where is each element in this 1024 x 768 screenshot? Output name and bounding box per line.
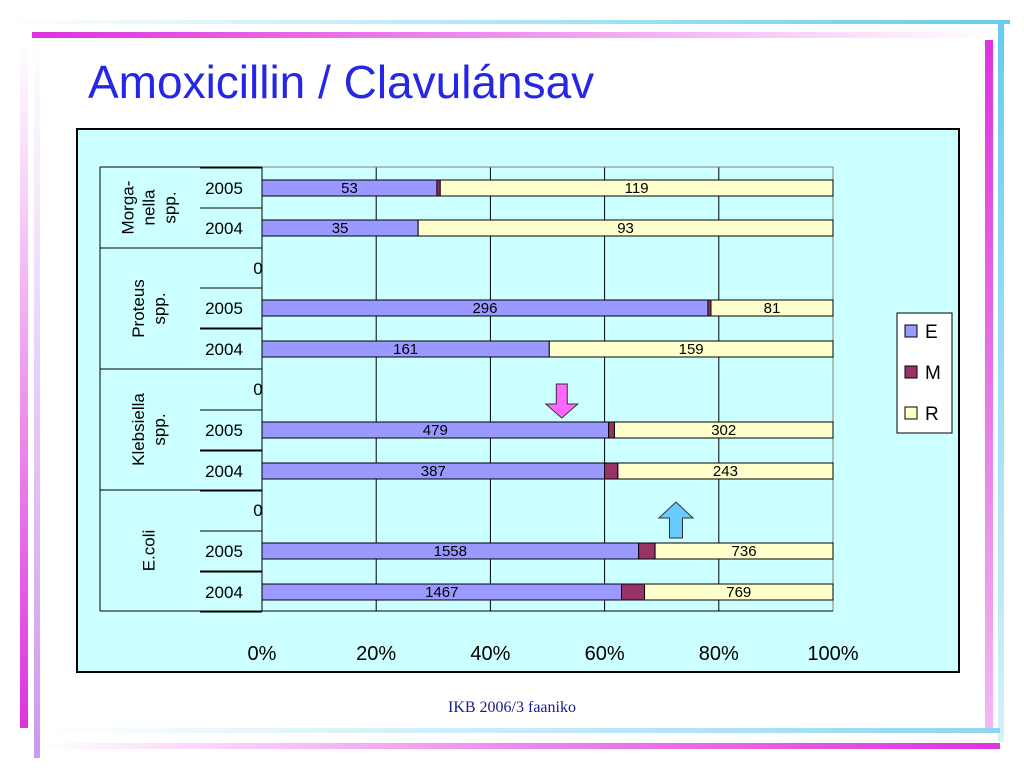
year-label: 2005 (205, 179, 243, 198)
year-label: 2004 (205, 583, 243, 602)
group-label: spp. (150, 413, 169, 445)
deco-bottom-line-magenta (40, 743, 1000, 749)
legend: EMR (896, 312, 953, 434)
x-tick-label: 40% (470, 643, 510, 665)
zero-label: 0 (253, 380, 262, 399)
bars (261, 179, 834, 601)
bar-segment-M (604, 462, 619, 480)
legend-label: R (925, 404, 939, 425)
x-tick-label: 0% (248, 643, 277, 665)
data-label-E: 53 (341, 180, 358, 197)
deco-left-bar (20, 40, 28, 728)
data-label-E: 296 (472, 300, 497, 317)
data-label-R: 119 (625, 180, 649, 197)
data-label-E: 387 (421, 463, 446, 480)
deco-right-bar (985, 40, 993, 730)
bar-segment-M (638, 542, 656, 560)
bar-segment-R (417, 219, 834, 237)
group-label: Proteus (129, 279, 148, 338)
group-label: Klebsiella (129, 393, 148, 466)
zero-label: 0 (253, 259, 262, 278)
bar-segment-R (654, 542, 834, 560)
arrow-down-icon (544, 383, 580, 419)
deco-left-bar-light (34, 40, 40, 758)
group-label: spp. (160, 191, 179, 223)
bar-segment-R (613, 421, 834, 439)
axes (99, 166, 833, 613)
labels: 0% 20% 40% 60% 80% 100%Morga-nella spp.2005 53 1… (118, 179, 858, 665)
legend-swatch-E (904, 324, 918, 338)
legend-label: M (925, 363, 941, 384)
zero-label: 0 (253, 501, 262, 520)
data-label-R: 93 (617, 220, 634, 237)
x-tick-label: 100% (807, 643, 858, 665)
data-label-E: 161 (393, 341, 418, 358)
data-label-R: 302 (711, 422, 736, 439)
data-label-R: 769 (726, 584, 751, 601)
arrow-up-icon (657, 501, 695, 539)
data-label-E: 1558 (434, 543, 467, 560)
year-label: 2005 (205, 542, 243, 561)
deco-right-bar-cyan (998, 22, 1004, 742)
bar-segment-M (621, 583, 646, 601)
legend-label: E (925, 322, 938, 343)
bar-segment-M (608, 421, 615, 439)
data-label-R: 159 (679, 341, 704, 358)
group-label: Morga- (118, 181, 137, 235)
year-label: 2004 (205, 340, 243, 359)
year-label: 2004 (205, 462, 243, 481)
data-label-R: 243 (713, 463, 738, 480)
legend-swatch-M (904, 365, 918, 379)
bar-segment-R (710, 299, 834, 317)
year-label: 2005 (205, 299, 243, 318)
data-label-E: 479 (423, 422, 448, 439)
data-label-E: 1467 (425, 584, 458, 601)
bar-segment-R (439, 179, 834, 197)
data-label-R: 736 (732, 543, 757, 560)
group-label: E.coli (139, 530, 158, 572)
gridlines (262, 166, 834, 611)
data-label-E: 35 (332, 220, 349, 237)
bar-segment-R (617, 462, 834, 480)
deco-bottom-line (40, 728, 1000, 733)
year-label: 2005 (205, 421, 243, 440)
x-tick-label: 60% (585, 643, 625, 665)
group-label: nella (139, 189, 158, 225)
deco-top-line (32, 32, 992, 38)
group-label: spp. (150, 292, 169, 324)
bar-segment-R (548, 340, 834, 358)
deco-top-line-cyan (0, 20, 1010, 24)
x-tick-label: 20% (356, 643, 396, 665)
slide-title: Amoxicillin / Clavulánsav (88, 56, 595, 108)
legend-swatch-R (904, 406, 918, 420)
x-tick-label: 80% (699, 643, 739, 665)
bar-segment-R (644, 583, 834, 601)
year-label: 2004 (205, 219, 243, 238)
data-label-R: 81 (764, 300, 781, 317)
annotations (544, 383, 695, 539)
slide-footer: IKB 2006/3 faaniko (448, 699, 576, 716)
